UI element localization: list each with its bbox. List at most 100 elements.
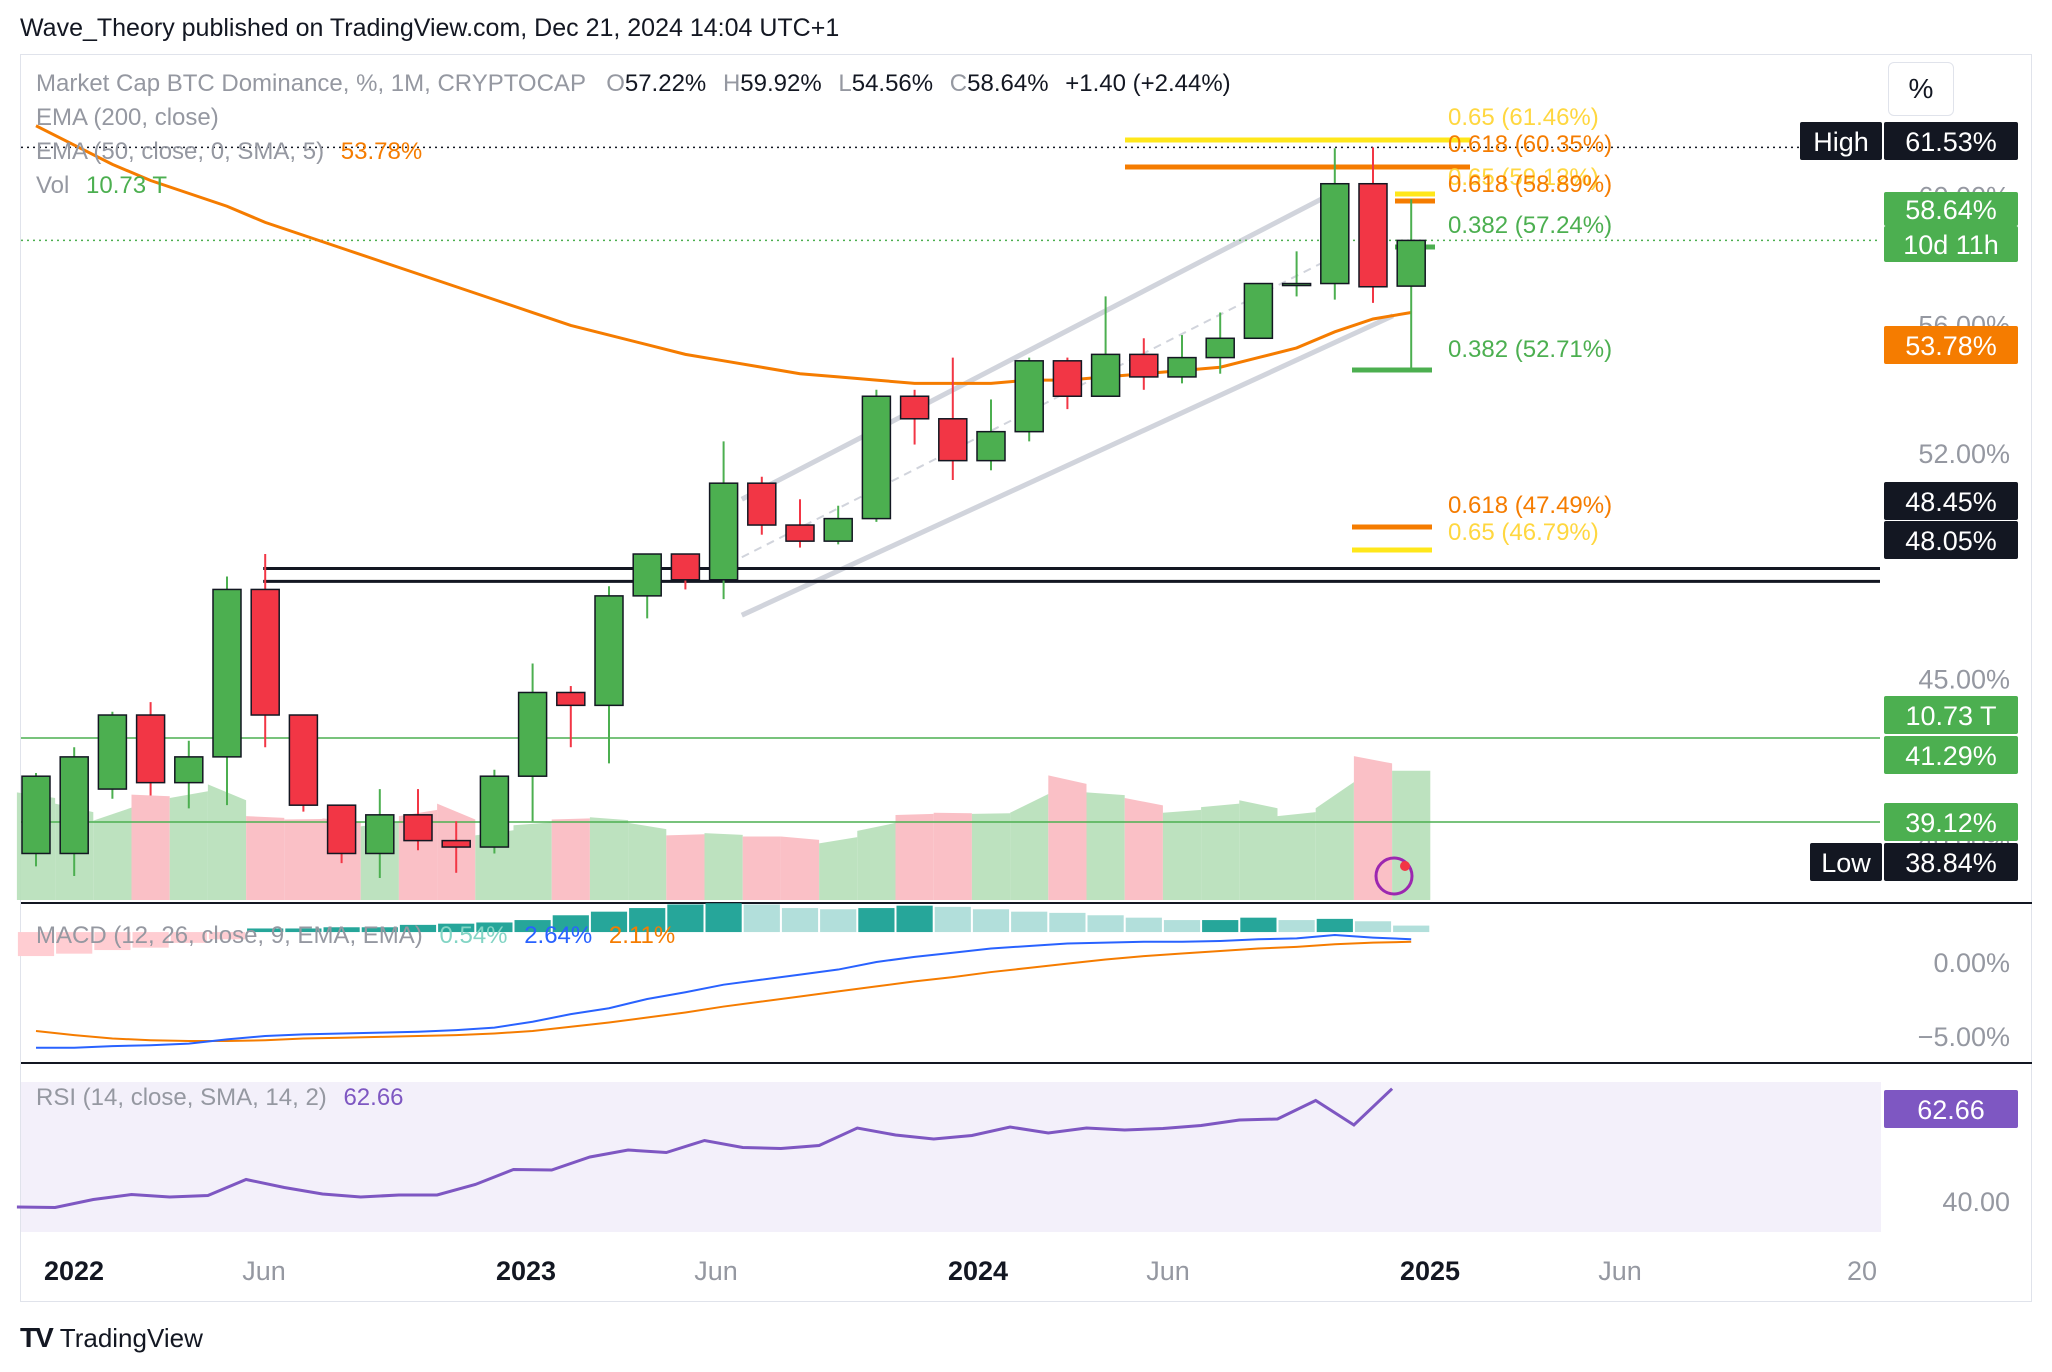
price-tick-label: 52.00%	[1918, 439, 2010, 469]
ema200-legend[interactable]: EMA (200, close)	[36, 104, 219, 131]
change-value: +1.40 (+2.44%)	[1065, 70, 1231, 97]
replay-icon	[1374, 856, 1414, 896]
candle-body	[785, 524, 815, 542]
support-label-text: 48.45%	[1905, 487, 1997, 517]
price-tick-label: 45.00%	[1918, 665, 2010, 695]
candle-body	[1358, 182, 1388, 288]
candle	[1167, 335, 1197, 384]
macd-hist-bar	[94, 932, 131, 951]
fib-level-label: 0.65 (46.79%)	[1448, 519, 1599, 546]
support-label: 48.45%	[1884, 482, 2018, 520]
candle-body	[976, 430, 1006, 462]
candle-body	[1320, 182, 1350, 285]
macd-hist-bar	[1240, 917, 1277, 933]
volume-bar	[131, 794, 170, 900]
countdown-label: 10d 11h	[1884, 226, 2018, 262]
candle-body	[632, 553, 662, 597]
time-tick-label: 2025	[1400, 1256, 1460, 1286]
candle-body	[899, 395, 930, 420]
candle	[1090, 296, 1121, 397]
volume-bar	[1086, 792, 1125, 900]
low-tag-bg	[1810, 843, 1882, 881]
candle	[250, 554, 280, 748]
candle-body	[594, 595, 624, 707]
candle	[670, 553, 701, 590]
countdown-label-bg	[1884, 226, 2018, 262]
percent-scale-button[interactable]: %	[1888, 62, 1954, 116]
volume-bar	[551, 818, 590, 900]
rsi-price-label: 62.66	[1884, 1090, 2018, 1128]
candle	[59, 747, 89, 877]
macd-legend[interactable]: MACD (12, 26, close, 9, EMA, EMA) 0.54% …	[36, 922, 675, 950]
time-tick-label: 2024	[948, 1256, 1008, 1286]
chart-frame	[20, 54, 2032, 1302]
volume-bar	[704, 833, 743, 900]
candle	[212, 576, 242, 806]
macd-label: MACD (12, 26, close, 9, EMA, EMA)	[36, 922, 423, 949]
macd-hist-bar	[1163, 920, 1201, 933]
candle-body	[1396, 239, 1426, 287]
volume-bar	[857, 822, 896, 900]
last-price-label: 58.64%	[1884, 192, 2018, 226]
candle-body	[1014, 360, 1044, 433]
macd-line	[36, 934, 1412, 1049]
candle-body	[479, 775, 510, 848]
ema50-legend[interactable]: EMA (50, close, 0, SMA, 5) 53.78%	[36, 138, 422, 166]
footer-brand: TradingView	[59, 1322, 203, 1353]
volume-legend[interactable]: Vol 10.73 T	[36, 172, 167, 200]
candle-body	[288, 714, 319, 806]
macd-hist-bar	[361, 927, 398, 933]
macd-hist-bar	[1011, 911, 1048, 933]
ema50-value: 53.78%	[340, 138, 423, 165]
tradingview-logo-icon: TV	[20, 1322, 54, 1353]
macd-hist-bar	[1087, 915, 1124, 933]
macd-signal-value: 2.11%	[608, 922, 676, 949]
symbol-legend[interactable]: Market Cap BTC Dominance, %, 1M, CRYPTOC…	[36, 70, 1231, 98]
volume-bar	[933, 812, 972, 900]
macd-hist-bar	[934, 906, 971, 933]
macd-tick-label: −5.00%	[1918, 1022, 2010, 1052]
macd-hist-bar	[476, 922, 513, 933]
rsi-legend[interactable]: RSI (14, close, SMA, 14, 2) 62.66	[36, 1084, 404, 1112]
macd-hist-bar	[1125, 917, 1162, 933]
candle-body	[1205, 337, 1235, 359]
candle	[441, 821, 471, 873]
candle	[785, 499, 815, 548]
volume-bar	[780, 836, 820, 900]
macd-hist-bar	[552, 915, 589, 933]
candle	[135, 702, 166, 796]
volume-bar	[169, 791, 208, 900]
macd-hist-bar	[247, 928, 284, 933]
replay-icon-dot	[1400, 861, 1410, 871]
volume-bar	[284, 818, 323, 900]
volume-bar	[742, 836, 781, 900]
candle	[326, 804, 357, 864]
volume-bar	[1010, 794, 1049, 900]
support-label: 48.05%	[1884, 521, 2018, 559]
high-price-label-bg	[1884, 122, 2018, 160]
fib-level-label: 0.65 (59.12%)	[1448, 164, 1599, 191]
macd-hist-bar	[1202, 920, 1239, 933]
fib-level-label: 0.382 (57.24%)	[1448, 212, 1612, 239]
macd-hist-value: 0.54%	[439, 922, 508, 949]
volume-bar	[1201, 803, 1240, 900]
fib-level-label: 0.382 (52.71%)	[1448, 336, 1612, 363]
candle-body	[441, 839, 471, 848]
low-price-label: 38.84%	[1884, 843, 2018, 881]
volume-bar	[513, 822, 552, 900]
rsi-line	[16, 1087, 1394, 1210]
ema50-price-label-text: 53.78%	[1905, 331, 1997, 361]
close-label: C	[949, 70, 968, 97]
candle-body	[1090, 353, 1121, 397]
candle	[1205, 312, 1235, 374]
channel-upper-line	[740, 184, 1346, 502]
candle-body	[1129, 353, 1159, 378]
symbol-name: Market Cap BTC Dominance, %, 1M, CRYPTOC…	[36, 70, 586, 97]
candle	[1014, 357, 1044, 442]
candle-body	[556, 691, 586, 707]
candle-body	[365, 814, 395, 855]
time-tick-label: 2022	[44, 1256, 104, 1286]
low-price-label-text: 38.84%	[1905, 848, 1997, 878]
macd-hist-bar	[56, 932, 93, 954]
